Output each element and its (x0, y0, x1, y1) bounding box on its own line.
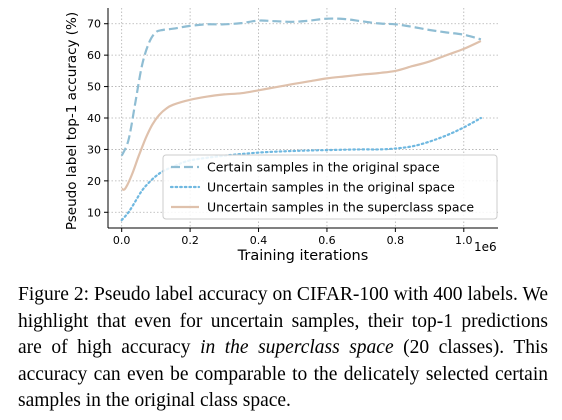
x-tick-label: 0.6 (318, 234, 336, 247)
y-tick-label: 20 (87, 175, 101, 188)
x-tick-label: 1.0 (455, 234, 473, 247)
x-tick-label: 0.8 (387, 234, 405, 247)
figure-caption: Figure 2: Pseudo label accuracy on CIFAR… (18, 282, 548, 415)
y-tick-label: 40 (87, 112, 101, 125)
y-tick-label: 60 (87, 49, 101, 62)
y-tick-label: 30 (87, 143, 101, 156)
axes: 0.0 0.2 0.4 0.6 0.8 1.0 10 20 30 40 50 60 70 (87, 8, 498, 247)
x-tick-label: 0.2 (181, 234, 199, 247)
series-line-0 (120, 17, 482, 157)
accuracy-line-chart: 0.0 0.2 0.4 0.6 0.8 1.0 10 20 30 40 50 60 70 Certain… (64, 8, 498, 264)
series-lines (120, 17, 482, 222)
series-line-2 (121, 39, 482, 191)
x-axis-offset-label: 1e6 (474, 240, 497, 254)
legend: Certain samples in the original space Unc… (162, 154, 498, 220)
x-axis-label: Training iterations (237, 248, 369, 264)
legend-box (162, 154, 498, 220)
y-axis-label: Pseudo label top-1 accuracy (%) (64, 12, 80, 230)
x-tick-label: 0.4 (250, 234, 268, 247)
caption-text: Figure 2: Pseudo label accuracy on CIFAR… (18, 284, 548, 358)
y-tick-label: 10 (87, 206, 101, 219)
legend-label-2: Uncertain samples in the superclass spac… (207, 200, 474, 215)
caption-emphasis: in the superclass space (200, 337, 394, 358)
caption-text-end: (20 classes). This accuracy can even be … (18, 337, 549, 411)
x-tick-label: 0.0 (113, 234, 131, 247)
legend-label-1: Uncertain samples in the original space (207, 180, 455, 195)
series-line-1 (120, 116, 482, 222)
y-tick-label: 70 (87, 18, 101, 31)
legend-label-0: Certain samples in the original space (207, 160, 440, 175)
y-tick-label: 50 (87, 81, 101, 94)
